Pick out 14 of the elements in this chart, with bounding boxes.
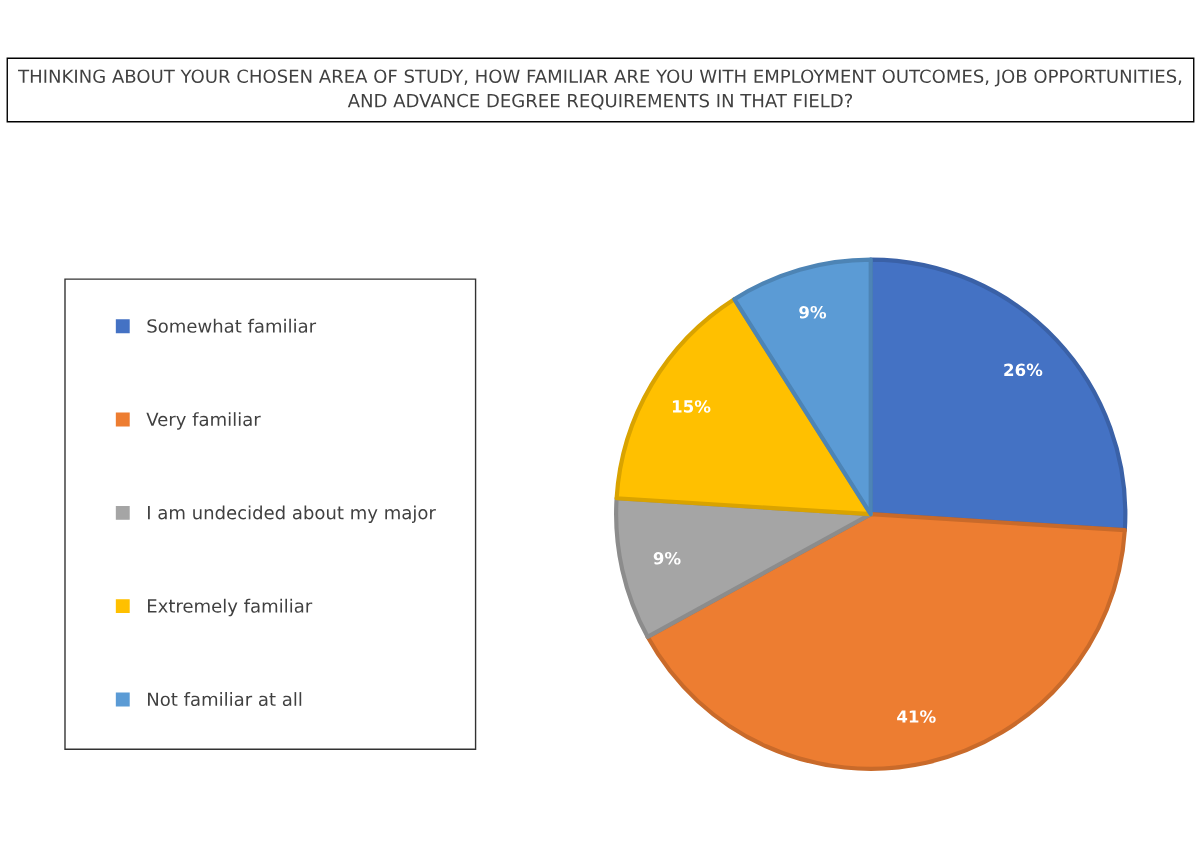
legend-label: I am undecided about my major: [148, 505, 436, 523]
pie-slice: [645, 512, 1127, 771]
legend-label: Extremely familiar: [148, 598, 313, 617]
chart-title: THINKING ABOUT YOUR CHOSEN AREA OF STUDY, HOW FAMILIAR ARE YOU WITH EMPLOYMENT OUTCOMES, JOB OPPORTUNITIES, AND ADVANCE DEGREE REQUIREMENTS IN THAT FIELD?: [18, 69, 1182, 110]
legend-label: Somewhat familiar: [147, 318, 317, 333]
legend-label: Not familiar at all: [148, 692, 302, 707]
data-label: 15%: [672, 400, 711, 413]
data-label: 9%: [799, 305, 827, 319]
legend-label: Very familiar: [146, 412, 261, 430]
pie-slice: [732, 257, 873, 517]
data-label: 26%: [1004, 363, 1043, 377]
data-label: 41%: [897, 710, 936, 723]
data-label: 9%: [653, 551, 681, 565]
pie-slice: [614, 496, 873, 639]
